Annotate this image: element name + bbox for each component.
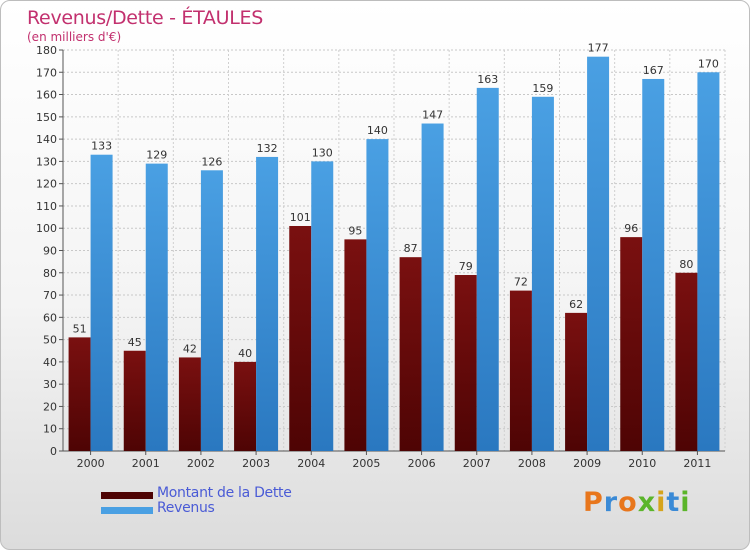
data-label-revenue: 126 <box>201 155 222 168</box>
bar-debt <box>454 275 477 451</box>
data-label-revenue: 140 <box>367 124 388 137</box>
y-tick-label: 60 <box>43 311 57 324</box>
chart-title: Revenus/Dette - ÉTAULES <box>27 7 263 29</box>
bar-debt <box>399 257 422 451</box>
bar-debt <box>509 290 532 451</box>
bar-revenue <box>587 56 610 451</box>
bar-revenue <box>366 139 389 451</box>
data-label-revenue: 132 <box>257 142 278 155</box>
legend-label-revenue: Revenus <box>157 500 215 516</box>
proxiti-logo: Proxiti <box>583 487 691 518</box>
data-label-revenue: 177 <box>588 42 609 55</box>
data-label-revenue: 133 <box>91 140 112 153</box>
data-label-debt: 96 <box>624 222 638 235</box>
bar-debt <box>675 272 698 451</box>
data-label-debt: 62 <box>569 298 583 311</box>
x-tick-label: 2011 <box>683 457 711 470</box>
axis-layer: 0 10 20 30 40 50 60 70 80 90 100 110 120 130 140 150 160… <box>36 44 725 470</box>
bar-revenue <box>421 123 444 452</box>
y-tick-label: 50 <box>43 334 57 347</box>
bar-revenue <box>476 87 499 451</box>
bar-debt <box>68 337 91 451</box>
y-tick-label: 80 <box>43 267 57 280</box>
logo-letter: r <box>603 487 619 518</box>
chart-subtitle: (en milliers d'€) <box>27 30 122 44</box>
y-tick-label: 120 <box>36 178 57 191</box>
y-tick-label: 90 <box>43 245 57 258</box>
bar-debt <box>178 357 201 451</box>
data-label-revenue: 163 <box>477 73 498 86</box>
data-label-revenue: 170 <box>698 57 719 70</box>
logo-letter: x <box>637 487 657 518</box>
data-label-debt: 101 <box>290 211 311 224</box>
bar-debt <box>234 361 257 451</box>
y-tick-label: 170 <box>36 66 57 79</box>
bar-debt <box>123 350 146 451</box>
y-tick-label: 40 <box>43 356 57 369</box>
x-tick-label: 2010 <box>628 457 656 470</box>
data-label-revenue: 147 <box>422 109 443 122</box>
legend-label-debt: Montant de la Dette <box>157 485 292 501</box>
y-tick-label: 180 <box>36 44 57 57</box>
data-label-debt: 40 <box>238 347 252 360</box>
y-tick-label: 20 <box>43 400 57 413</box>
x-tick-label: 2001 <box>132 457 160 470</box>
data-label-revenue: 167 <box>643 64 664 77</box>
data-label-debt: 51 <box>73 322 87 335</box>
logo-letter: i <box>656 487 667 518</box>
bar-debt <box>565 312 588 451</box>
logo-letter: i <box>680 487 691 518</box>
y-tick-label: 0 <box>50 445 57 458</box>
data-label-debt: 95 <box>348 224 362 237</box>
x-tick-label: 2007 <box>463 457 491 470</box>
bar-revenue <box>145 163 168 451</box>
label-layer: 51 133 45 129 42 126 40 132 101 130 95 140 87 147 79 16… <box>73 42 719 360</box>
legend-swatch-debt <box>101 492 153 499</box>
x-tick-label: 2000 <box>77 457 105 470</box>
bar-debt <box>620 237 643 451</box>
data-label-debt: 79 <box>459 260 473 273</box>
bar-revenue <box>311 161 334 451</box>
y-tick-label: 110 <box>36 200 57 213</box>
x-tick-label: 2005 <box>352 457 380 470</box>
y-tick-label: 10 <box>43 423 57 436</box>
bar-revenue <box>200 170 223 452</box>
logo-letter: t <box>666 487 681 518</box>
data-label-revenue: 130 <box>312 146 333 159</box>
y-tick-label: 70 <box>43 289 57 302</box>
x-tick-label: 2004 <box>297 457 325 470</box>
bar-revenue <box>642 78 665 451</box>
data-label-debt: 87 <box>404 242 418 255</box>
bar-revenue <box>531 96 554 452</box>
logo-letter: o <box>618 487 638 518</box>
data-label-debt: 42 <box>183 342 197 355</box>
data-label-debt: 80 <box>679 258 693 271</box>
x-tick-label: 2009 <box>573 457 601 470</box>
bar-debt <box>289 225 312 451</box>
x-tick-label: 2003 <box>242 457 270 470</box>
bar-layer <box>68 56 720 452</box>
y-tick-label: 100 <box>36 222 57 235</box>
bar-revenue <box>90 154 113 451</box>
y-tick-label: 30 <box>43 378 57 391</box>
data-label-revenue: 129 <box>146 149 167 162</box>
bar-revenue <box>256 156 279 451</box>
data-label-debt: 45 <box>128 336 142 349</box>
y-tick-label: 130 <box>36 155 57 168</box>
x-tick-label: 2008 <box>518 457 546 470</box>
data-label-revenue: 159 <box>532 82 553 95</box>
y-tick-label: 150 <box>36 111 57 124</box>
bar-revenue <box>697 72 720 452</box>
data-label-debt: 72 <box>514 276 528 289</box>
y-tick-label: 160 <box>36 89 57 102</box>
legend-swatch-revenue <box>101 507 153 514</box>
x-tick-label: 2002 <box>187 457 215 470</box>
logo-letter: P <box>583 487 604 518</box>
bar-debt <box>344 239 367 451</box>
y-tick-label: 140 <box>36 133 57 146</box>
x-tick-label: 2006 <box>408 457 436 470</box>
